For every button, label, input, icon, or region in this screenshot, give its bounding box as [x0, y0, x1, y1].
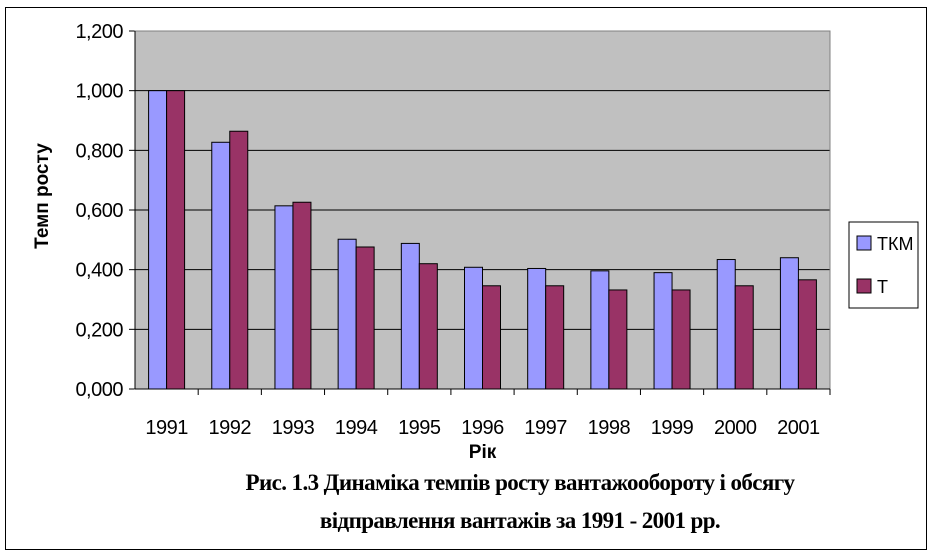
- y-tick-labels: 0,000 0,200 0,400 0,600 0,800 1,000 1,200: [75, 21, 123, 401]
- bar-tkm-1992: [211, 141, 231, 390]
- y-tick-label: 0,600: [75, 200, 123, 222]
- x-tick-label: 1994: [335, 417, 378, 439]
- bar-tkm-1997: [527, 267, 547, 390]
- bar-tkm-1995: [400, 242, 420, 390]
- x-tick-label: 1996: [461, 417, 504, 439]
- y-axis-title: Темп росту: [32, 143, 53, 249]
- bar-tkm-1994: [337, 238, 357, 390]
- bar-t-1998: [608, 289, 628, 390]
- x-tick-label: 1997: [524, 417, 567, 439]
- x-tick-label: 2001: [777, 417, 820, 439]
- bar-t-1994: [355, 246, 375, 390]
- bar-tkm-1993: [274, 205, 294, 390]
- bar-tkm-1999: [653, 272, 673, 390]
- x-tick-label: 1998: [588, 417, 631, 439]
- legend-swatch: [856, 278, 872, 294]
- x-tick-label: 1999: [651, 417, 694, 439]
- figure-caption-line1: Рис. 1.3 Динаміка темпів росту вантажооб…: [245, 470, 796, 495]
- bar-tkm-2000: [716, 259, 736, 390]
- bar-tkm-1998: [590, 270, 610, 390]
- bar-t-1996: [482, 285, 501, 390]
- y-tick-label: 1,000: [75, 81, 123, 103]
- bars: [148, 90, 817, 390]
- legend: ТКМ Т: [848, 221, 919, 309]
- x-tick-label: 2000: [714, 417, 757, 439]
- y-tick-label: 0,400: [75, 260, 123, 282]
- y-tick-label: 0,200: [75, 319, 123, 341]
- x-tick-label: 1995: [398, 417, 441, 439]
- x-tick-label: 1992: [209, 417, 252, 439]
- legend-swatch: [856, 235, 872, 251]
- y-tick-label: 1,200: [75, 21, 123, 43]
- x-axis-title: Рік: [469, 442, 497, 463]
- bar-t-1992: [229, 130, 249, 390]
- bar-t-2001: [797, 279, 817, 390]
- legend-label: ТКМ: [877, 234, 913, 254]
- bar-t-2000: [734, 285, 754, 390]
- bar-t-1993: [292, 201, 312, 390]
- x-tick-label: 1993: [272, 417, 315, 439]
- bar-tkm-1991: [148, 90, 168, 390]
- x-tick-label: 1991: [145, 417, 188, 439]
- bar-t-1997: [545, 285, 565, 390]
- y-tick-label: 0,000: [75, 379, 123, 401]
- x-tick-labels: 1991 1992 1993 1994 1995 1996 1997 1998 1999 2000…: [145, 417, 820, 439]
- figure-caption-line2: відправлення вантажів за 1991 - 2001 рр.: [319, 508, 721, 533]
- y-tick-label: 0,800: [75, 140, 123, 162]
- legend-label: Т: [877, 277, 888, 297]
- bar-t-1999: [671, 289, 691, 390]
- bar-t-1991: [166, 90, 186, 390]
- bar-tkm-1996: [464, 266, 483, 390]
- bar-t-1995: [418, 263, 438, 390]
- bar-tkm-2001: [779, 257, 799, 390]
